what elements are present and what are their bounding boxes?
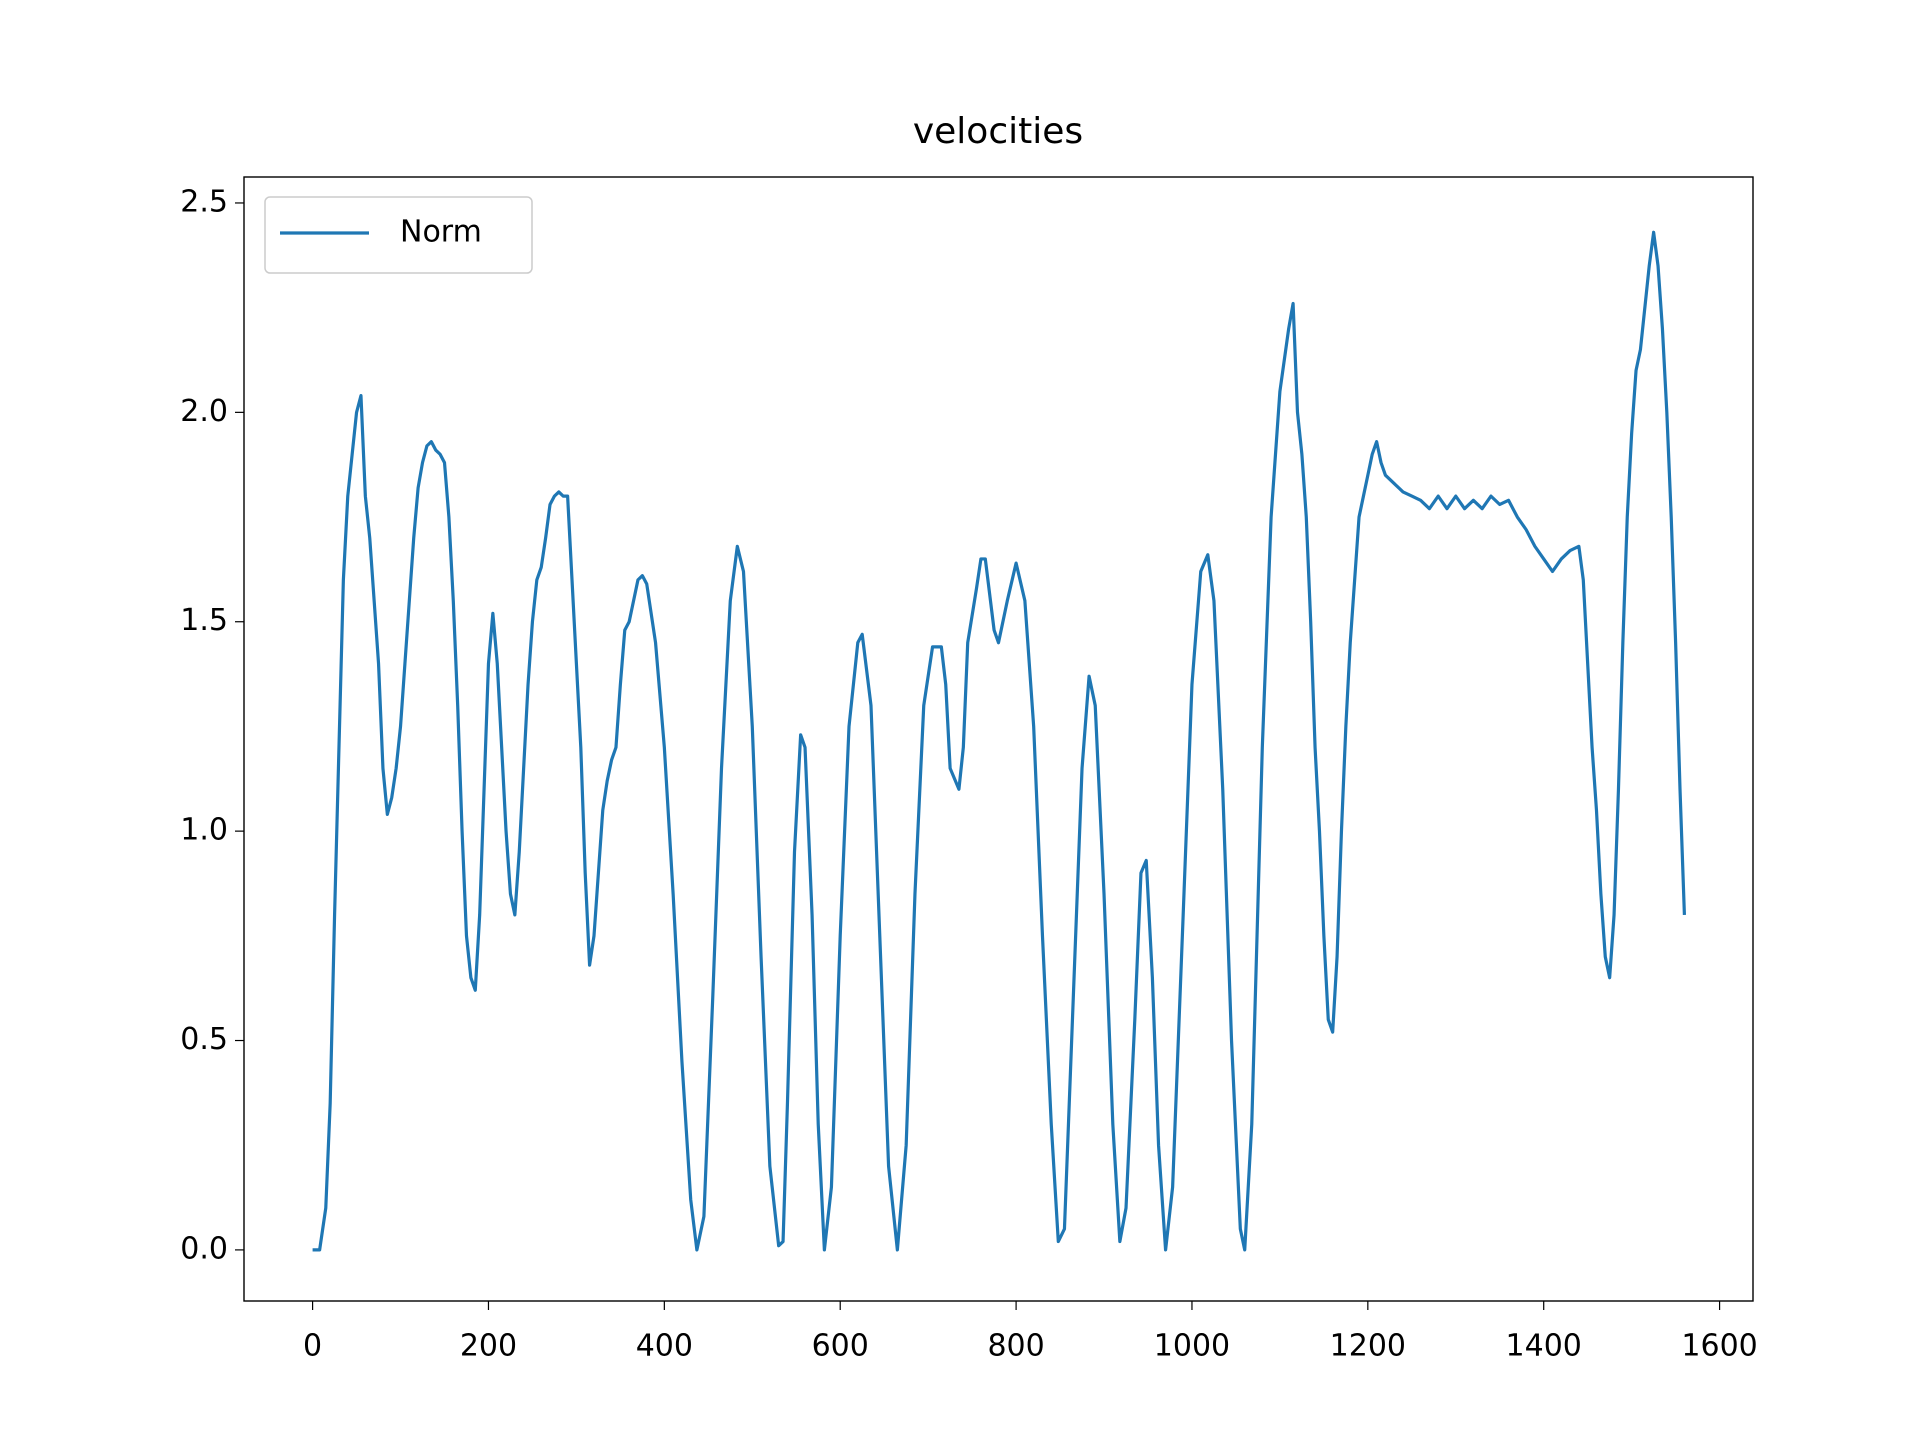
legend-label: Norm — [400, 215, 482, 250]
x-tick-label: 400 — [636, 1329, 693, 1364]
y-tick-label: 0.0 — [180, 1231, 228, 1266]
x-tick-label: 1400 — [1506, 1329, 1582, 1364]
x-tick-label: 200 — [460, 1329, 517, 1364]
y-tick-label: 1.5 — [180, 603, 228, 638]
legend-box — [264, 196, 533, 274]
x-tick-label: 600 — [812, 1329, 869, 1364]
data-line — [312, 230, 1687, 1252]
y-tick-label: 2.5 — [180, 184, 228, 219]
x-tick-label: 800 — [987, 1329, 1044, 1364]
y-tick-label: 1.0 — [180, 813, 228, 848]
y-tick-label: 0.5 — [180, 1022, 228, 1057]
x-tick-label: 1000 — [1154, 1329, 1230, 1364]
x-tick-label: 1600 — [1681, 1329, 1757, 1364]
x-tick-label: 0 — [303, 1329, 322, 1364]
plot-frame — [243, 176, 1754, 1302]
y-tick-label: 2.0 — [180, 394, 228, 429]
chart-title: velocities — [913, 111, 1083, 152]
x-tick-label: 1200 — [1330, 1329, 1406, 1364]
